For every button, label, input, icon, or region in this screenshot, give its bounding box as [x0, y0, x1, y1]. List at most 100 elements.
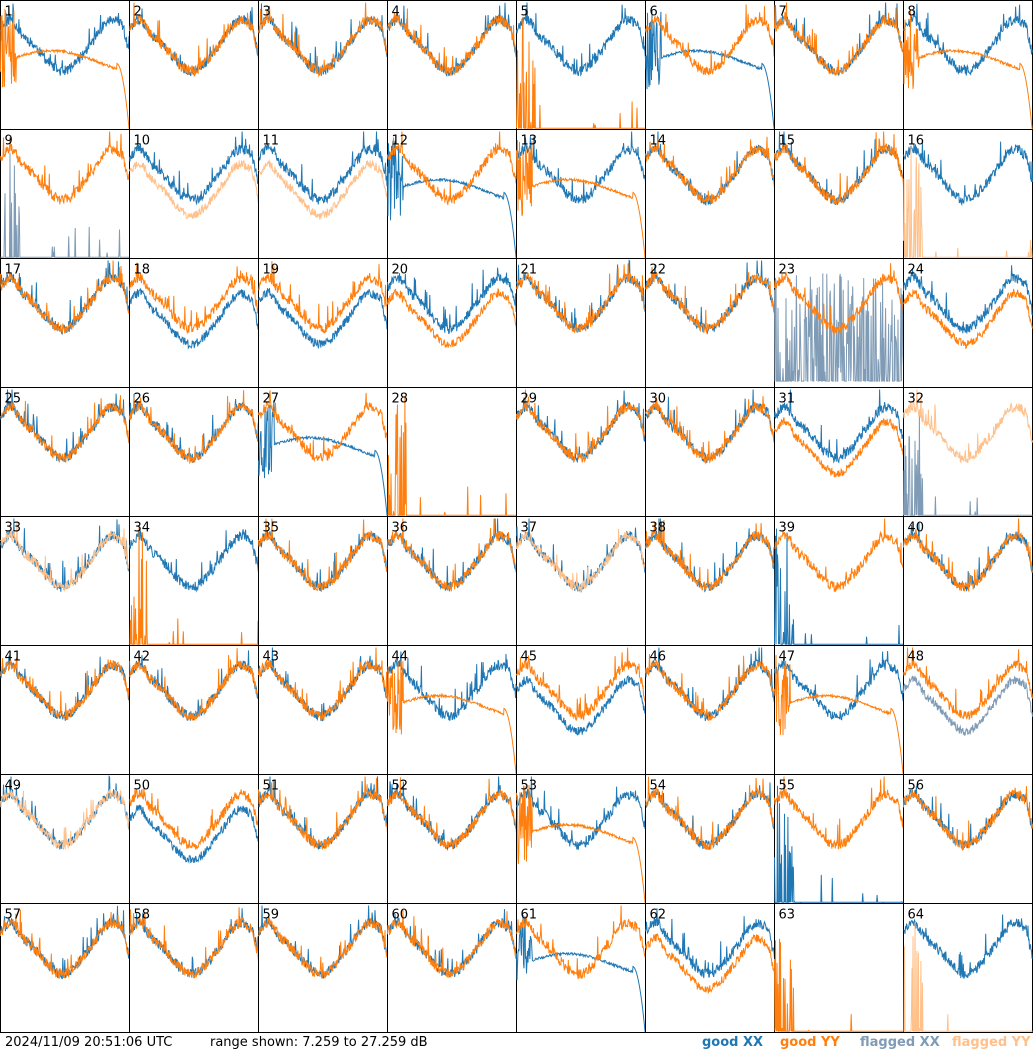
panel-64: 64 — [903, 903, 1033, 1033]
panel-13: 13 — [516, 129, 646, 259]
series-yy — [0, 521, 130, 593]
panel-label: 23 — [779, 263, 796, 278]
panel-62: 62 — [645, 903, 775, 1033]
panel-frame — [516, 387, 646, 517]
panel-label: 59 — [263, 908, 280, 923]
series-yy — [0, 260, 130, 334]
panel-3: 3 — [258, 0, 388, 130]
panel-43: 43 — [258, 645, 388, 775]
panel-label: 45 — [521, 650, 538, 665]
panel-label: 49 — [5, 779, 22, 794]
panel-12: 12 — [387, 129, 517, 259]
panel-34: 34 — [129, 516, 259, 646]
panel-label: 34 — [134, 521, 151, 536]
panel-label: 7 — [779, 5, 787, 20]
series-yy — [129, 160, 259, 220]
panel-33: 33 — [0, 516, 130, 646]
panel-label: 8 — [908, 5, 916, 20]
series-yy — [387, 908, 517, 979]
series-yy — [258, 390, 388, 462]
panel-label: 53 — [521, 779, 538, 794]
series-xx — [0, 3, 130, 76]
series-xx — [387, 651, 517, 721]
panel-46: 46 — [645, 645, 775, 775]
series-xx — [129, 528, 259, 593]
panel-41: 41 — [0, 645, 130, 775]
series-xx — [645, 908, 775, 979]
panel-11: 11 — [258, 129, 388, 259]
panel-label: 4 — [392, 5, 400, 20]
panel-18: 18 — [129, 258, 259, 388]
panel-49: 49 — [0, 774, 130, 904]
panel-label: 11 — [263, 134, 280, 149]
panel-label: 64 — [908, 908, 925, 923]
series-yy — [516, 139, 646, 259]
series-yy — [903, 389, 1033, 464]
panel-label: 13 — [521, 134, 538, 149]
series-yy — [0, 789, 130, 850]
series-xx — [516, 2, 646, 77]
panel-label: 29 — [521, 392, 538, 407]
panel-26: 26 — [129, 387, 259, 517]
series-yy — [645, 396, 775, 465]
series-yy — [0, 909, 130, 979]
panel-label: 20 — [392, 263, 409, 278]
panel-label: 36 — [392, 521, 409, 536]
series-yy — [258, 159, 388, 220]
panel-37: 37 — [516, 516, 646, 646]
series-yy — [0, 657, 130, 721]
panel-14: 14 — [645, 129, 775, 259]
series-yy — [903, 147, 1033, 260]
panel-27: 27 — [258, 387, 388, 517]
series-yy — [774, 776, 904, 850]
series-xx — [774, 273, 904, 382]
panel-frame — [645, 774, 775, 904]
series-xx — [774, 131, 904, 206]
panel-frame — [645, 903, 775, 1033]
series-yy — [129, 648, 259, 722]
panel-31: 31 — [774, 387, 904, 517]
panel-frame — [387, 645, 517, 775]
panel-36: 36 — [387, 516, 517, 646]
series-yy — [258, 261, 388, 334]
panel-61: 61 — [516, 903, 646, 1033]
panel-7: 7 — [774, 0, 904, 130]
series-xx — [903, 141, 1033, 207]
panel-frame — [387, 387, 517, 517]
timestamp: 2024/11/09 20:51:06 UTC — [5, 1035, 173, 1050]
panel-9: 9 — [0, 129, 130, 259]
series-xx — [774, 650, 904, 721]
series-yy — [516, 528, 646, 593]
series-yy — [387, 287, 517, 349]
panel-24: 24 — [903, 258, 1033, 388]
panel-frame — [903, 903, 1033, 1033]
series-xx — [258, 288, 388, 350]
panel-label: 25 — [5, 392, 22, 407]
panel-label: 2 — [134, 5, 142, 20]
panel-17: 17 — [0, 258, 130, 388]
panel-55: 55 — [774, 774, 904, 905]
panel-39: 39 — [774, 516, 904, 646]
series-xx — [903, 3, 1033, 76]
series-xx — [774, 785, 904, 905]
panel-60: 60 — [387, 903, 517, 1033]
panel-label: 9 — [5, 134, 13, 149]
panel-label: 21 — [521, 263, 538, 278]
panel-label: 31 — [779, 392, 796, 407]
panel-label: 19 — [263, 263, 280, 278]
panel-8: 8 — [903, 0, 1033, 130]
panel-label: 26 — [134, 392, 151, 407]
series-yy — [258, 776, 388, 850]
panel-label: 62 — [650, 908, 667, 923]
panel-label: 3 — [263, 5, 271, 20]
panel-label: 12 — [392, 134, 409, 149]
panel-label: 27 — [263, 392, 280, 407]
panel-label: 46 — [650, 650, 667, 665]
panel-label: 58 — [134, 908, 151, 923]
legend-good-xx: good XX — [702, 1035, 764, 1050]
series-xx — [774, 528, 904, 645]
panel-29: 29 — [516, 387, 646, 517]
series-xx — [258, 131, 388, 205]
panel-15: 15 — [774, 129, 904, 259]
